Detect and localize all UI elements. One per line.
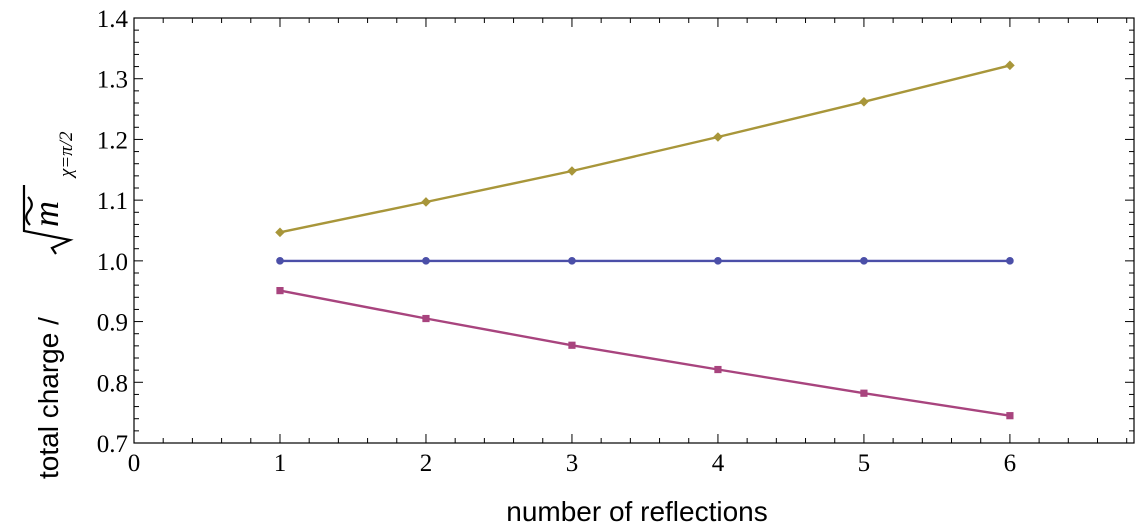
data-point — [1006, 257, 1014, 265]
x-tick-label: 1 — [274, 450, 287, 477]
y-tick-label: 1.2 — [97, 127, 128, 154]
data-point — [567, 166, 577, 176]
x-tick-label: 0 — [128, 450, 141, 477]
x-tick-label: 2 — [420, 450, 433, 477]
data-point — [568, 257, 576, 265]
x-tick-label: 4 — [712, 450, 725, 477]
y-tick-label: 0.8 — [97, 370, 128, 397]
tick-labels: 0 1 2 3 4 5 6 0.7 0.8 0.9 1.0 1.1 1.2 1.3 1.4 — [97, 6, 1016, 477]
series-1 — [276, 257, 1014, 265]
x-tick-label: 6 — [1004, 450, 1017, 477]
plot-border — [133, 17, 1135, 444]
y-tick-label: 0.7 — [97, 431, 128, 458]
data-point — [276, 257, 284, 265]
data-point — [422, 257, 430, 265]
x-tick-label: 5 — [858, 450, 871, 477]
y-tick-label: 1.1 — [97, 188, 128, 215]
plot-frame — [133, 17, 1135, 444]
axis-ticks — [133, 17, 1134, 444]
y-tick-label: 1.4 — [97, 6, 129, 33]
data-point — [714, 257, 722, 265]
x-tick-label: 3 — [566, 450, 579, 477]
tilde-mark — [25, 196, 33, 226]
y-tick-label: 1.0 — [97, 249, 128, 276]
data-point — [1006, 412, 1014, 420]
y-axis-title-subscript: χ=π/2 — [56, 131, 77, 179]
data-point — [275, 227, 285, 238]
data-point — [1005, 60, 1015, 71]
y-tick-label: 1.3 — [97, 67, 128, 94]
data-point — [276, 287, 284, 295]
data-point — [859, 96, 869, 107]
data-point — [860, 389, 868, 397]
data-point — [714, 365, 722, 374]
data-point — [422, 314, 430, 323]
y-axis-title: total charge / m χ=π/2 — [22, 131, 77, 479]
series-2 — [276, 287, 1014, 420]
series-line — [279, 289, 1011, 417]
sqrt-sign — [22, 185, 74, 255]
series-0 — [275, 60, 1015, 238]
series-line — [279, 64, 1011, 234]
data-point — [568, 341, 576, 349]
data-point — [421, 197, 431, 207]
data-point — [713, 132, 723, 142]
data-point — [860, 257, 868, 265]
x-axis-title: number of reflections — [506, 496, 767, 527]
y-axis-title-prefix: total charge / — [33, 317, 64, 479]
y-tick-label: 0.9 — [97, 310, 128, 337]
series-layer — [275, 60, 1015, 420]
